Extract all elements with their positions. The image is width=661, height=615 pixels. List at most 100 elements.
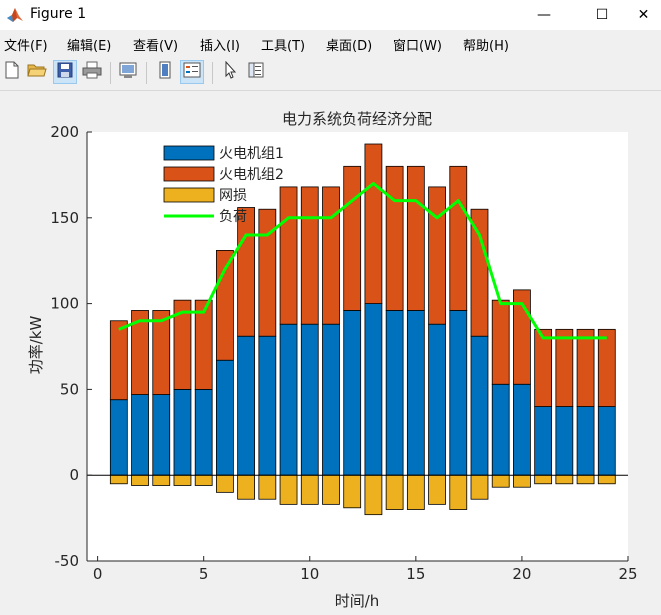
toolbar — [0, 56, 661, 91]
bar-火电机组1 — [513, 383, 531, 476]
chart-svg[interactable]: 0 5 10 15 20 25 -50 0 50 100 150 200 电力系统负荷经济分配 时间/… — [0, 91, 661, 611]
bar-网损 — [343, 474, 362, 509]
bar-火电机组1 — [131, 394, 149, 476]
y-tick-label: -50 — [55, 552, 80, 570]
minimize-button[interactable]: — — [521, 0, 567, 30]
bar-火电机组2 — [449, 165, 468, 311]
open-file-button[interactable] — [25, 60, 49, 84]
menu-help[interactable]: 帮助(H) — [463, 39, 509, 54]
bar-火电机组2 — [237, 207, 256, 337]
menu-desktop[interactable]: 桌面(D) — [326, 39, 373, 54]
bar-网损 — [470, 474, 489, 500]
x-tick-label: 10 — [300, 565, 319, 583]
y-tick-label: 150 — [50, 209, 79, 227]
maximize-button[interactable]: ☐ — [579, 0, 625, 30]
minimize-icon: — — [537, 7, 551, 23]
legend-label: 火电机组1 — [219, 146, 284, 162]
bar-网损 — [131, 474, 149, 486]
bar-网损 — [449, 474, 468, 510]
new-figure-button[interactable] — [0, 60, 24, 84]
window-title: Figure 1 — [30, 6, 87, 22]
bar-火电机组1 — [385, 310, 404, 476]
bar-网损 — [513, 474, 531, 488]
line-layer — [118, 181, 607, 340]
bar-火电机组1 — [194, 388, 213, 476]
menu-bar: 文件(F) 编辑(E) 查看(V) 插入(I) 工具(T) 桌面(D) 窗口(W… — [0, 30, 661, 56]
legend-button[interactable] — [180, 60, 204, 84]
print-preview-button[interactable] — [116, 60, 140, 84]
save-button[interactable] — [53, 60, 77, 84]
chart-title: 电力系统负荷经济分配 — [282, 110, 432, 128]
bar-火电机组2 — [470, 208, 489, 337]
menu-edit[interactable]: 编辑(E) — [67, 39, 112, 54]
bar-火电机组2 — [109, 320, 128, 401]
bar-火电机组2 — [343, 165, 362, 311]
open-file-icon — [27, 61, 47, 83]
bar-网损 — [576, 474, 595, 485]
matlab-logo-icon — [6, 6, 24, 24]
figure-canvas[interactable]: 0 5 10 15 20 25 -50 0 50 100 150 200 电力系统负荷经济分配 时间/… — [0, 91, 661, 611]
legend-swatch — [163, 166, 215, 182]
bar-火电机组2 — [194, 299, 213, 390]
bar-火电机组2 — [555, 328, 574, 407]
edit-plot-button[interactable] — [218, 60, 242, 84]
menu-view[interactable]: 查看(V) — [133, 39, 179, 54]
bar-网损 — [237, 474, 256, 500]
bar-火电机组1 — [300, 323, 319, 476]
bar-火电机组1 — [449, 310, 468, 476]
bar-火电机组1 — [237, 335, 256, 476]
bar-网损 — [385, 474, 404, 510]
bar-火电机组1 — [173, 388, 192, 476]
bar-火电机组2 — [364, 143, 383, 304]
bar-网损 — [322, 474, 340, 505]
bar-火电机组1 — [597, 406, 616, 476]
bar-火电机组1 — [343, 310, 362, 476]
bar-火电机组1 — [216, 359, 234, 476]
bar-火电机组2 — [428, 186, 446, 325]
bar-火电机组2 — [131, 310, 149, 395]
menu-file[interactable]: 文件(F) — [4, 39, 48, 54]
bar-网损 — [555, 474, 574, 485]
menu-tools[interactable]: 工具(T) — [261, 39, 306, 54]
menu-insert[interactable]: 插入(I) — [200, 39, 240, 54]
bar-火电机组2 — [258, 208, 277, 337]
y-tick-label: 50 — [60, 380, 79, 398]
bar-火电机组2 — [576, 328, 595, 407]
bar-网损 — [491, 474, 510, 488]
bar-火电机组1 — [576, 406, 595, 476]
property-inspector-button[interactable] — [244, 60, 268, 84]
legend-label: 火电机组2 — [219, 167, 284, 183]
print-icon — [82, 61, 102, 83]
window-titlebar: Figure 1 — ☐ ✕ — [0, 0, 661, 31]
bar-网损 — [534, 474, 553, 485]
legend-swatch — [163, 187, 215, 203]
colorbar-button[interactable] — [153, 60, 177, 84]
bar-火电机组1 — [364, 303, 383, 476]
bar-网损 — [109, 474, 128, 485]
bar-网损 — [216, 474, 234, 493]
bar-火电机组1 — [470, 335, 489, 476]
bar-网损 — [406, 474, 425, 510]
legend-swatch — [163, 145, 215, 161]
close-button[interactable]: ✕ — [626, 0, 661, 30]
bar-火电机组2 — [385, 165, 404, 311]
bar-网损 — [300, 474, 319, 505]
bar-火电机组1 — [109, 399, 128, 476]
bar-网损 — [258, 474, 277, 500]
menu-window[interactable]: 窗口(W) — [393, 39, 442, 54]
toolbar-separator — [110, 62, 111, 84]
bar-火电机组2 — [152, 310, 171, 395]
bar-网损 — [152, 474, 171, 486]
y-tick-label: 100 — [50, 295, 79, 313]
bar-火电机组2 — [300, 186, 319, 325]
print-button[interactable] — [80, 60, 104, 84]
y-tick-label: 0 — [69, 466, 79, 484]
bar-火电机组2 — [491, 299, 510, 385]
bar-火电机组1 — [555, 406, 574, 476]
x-tick-label: 25 — [618, 565, 637, 583]
bar-火电机组2 — [513, 289, 531, 385]
new-figure-icon — [3, 61, 21, 83]
pointer-icon — [222, 60, 238, 83]
bar-火电机组2 — [279, 186, 298, 325]
bar-火电机组1 — [322, 323, 340, 476]
